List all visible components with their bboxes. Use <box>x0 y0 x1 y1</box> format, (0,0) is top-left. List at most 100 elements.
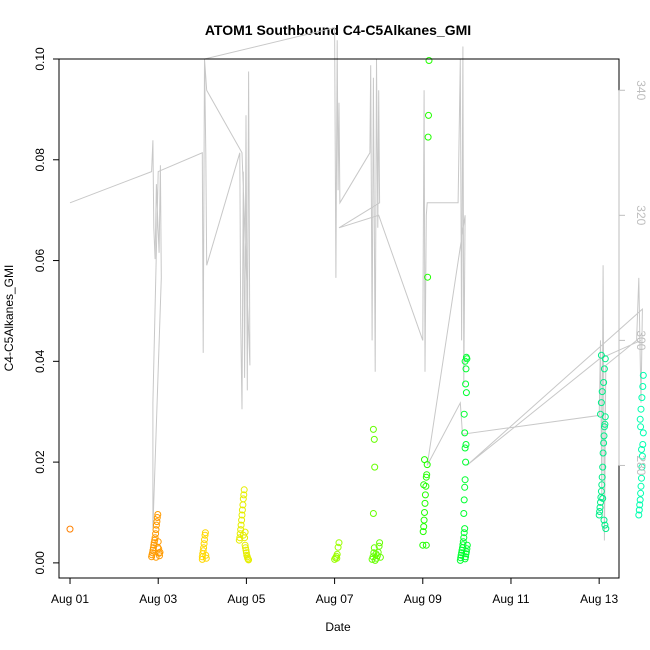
data-point <box>376 553 384 561</box>
data-point <box>597 487 605 495</box>
data-point <box>637 423 645 431</box>
data-point <box>636 501 644 509</box>
data-point <box>154 511 162 518</box>
data-point <box>596 504 604 511</box>
data-point <box>421 509 428 516</box>
data-point <box>152 530 160 538</box>
data-point <box>639 383 647 390</box>
data-point <box>598 481 606 489</box>
y-tick-label: 0.10 <box>33 47 47 71</box>
data-point <box>635 511 643 519</box>
data-point <box>456 556 464 564</box>
data-point <box>149 544 157 552</box>
data-point <box>462 441 470 448</box>
data-point <box>597 351 605 359</box>
y2-tick-label: 340 <box>634 80 648 100</box>
data-point <box>457 554 465 562</box>
data-point <box>371 463 379 471</box>
data-point <box>601 355 609 363</box>
data-point <box>595 511 603 519</box>
data-point <box>420 481 428 489</box>
data-point <box>423 471 431 479</box>
y-tick-label: 0.06 <box>33 249 47 273</box>
data-point <box>150 539 158 547</box>
data-point <box>597 399 605 407</box>
data-point <box>66 525 74 533</box>
data-point <box>153 518 161 526</box>
x-tick-label: Aug 11 <box>492 592 529 606</box>
data-point <box>156 548 164 556</box>
data-point <box>239 495 247 503</box>
data-point <box>600 439 608 447</box>
data-point <box>420 516 428 524</box>
data-point <box>372 550 380 558</box>
data-point <box>638 463 646 471</box>
data-point <box>334 543 342 551</box>
data-point <box>201 531 209 539</box>
data-point <box>462 553 470 561</box>
data-point <box>459 538 467 546</box>
y2-tick-label: 280 <box>634 455 648 475</box>
data-point <box>245 556 253 564</box>
data-point <box>419 541 427 549</box>
x-axis: Aug 01 Aug 03 Aug 05 Aug 07 Aug 09 Aug 11 Aug … <box>51 577 618 606</box>
data-point <box>333 554 341 562</box>
data-point <box>201 536 208 544</box>
data-point <box>461 525 469 533</box>
data-point <box>636 496 644 504</box>
data-point <box>598 473 606 481</box>
data-point <box>599 449 607 457</box>
y-axis-label: C4-C5Alkanes_GMI <box>2 265 16 372</box>
data-point <box>638 452 646 460</box>
data-point <box>639 371 647 379</box>
data-point <box>637 405 645 413</box>
data-point <box>636 415 644 423</box>
x-tick-label: Aug 05 <box>227 592 265 606</box>
data-point <box>635 506 643 514</box>
data-point <box>421 456 428 464</box>
data-point <box>421 491 429 499</box>
data-point <box>460 529 468 537</box>
y-tick-label: 0.04 <box>33 349 47 373</box>
data-point <box>238 506 246 514</box>
data-point <box>152 526 160 534</box>
data-point <box>462 548 470 556</box>
x-tick-label: Aug 13 <box>580 592 618 606</box>
data-point <box>463 541 471 549</box>
data-point <box>601 420 609 428</box>
data-point <box>425 57 433 64</box>
data-point <box>600 423 608 431</box>
y2-tick-label: 320 <box>634 205 648 225</box>
secondary-series-line <box>69 27 643 541</box>
data-point <box>457 551 465 559</box>
data-point <box>420 523 428 531</box>
x-tick-label: Aug 07 <box>316 592 354 606</box>
data-point <box>461 429 469 437</box>
data-point <box>462 365 470 373</box>
data-point <box>639 429 647 437</box>
data-point <box>637 489 645 497</box>
data-point <box>600 432 608 440</box>
data-point <box>151 536 159 544</box>
data-point <box>424 273 432 281</box>
data-point <box>601 521 609 529</box>
x-tick-label: Aug 01 <box>51 592 89 606</box>
data-point <box>155 545 163 553</box>
y-tick-label: 0.00 <box>33 551 47 575</box>
data-point <box>369 425 377 433</box>
y-tick-label: 0.02 <box>33 450 47 474</box>
data-point <box>200 540 208 548</box>
data-point <box>461 483 469 491</box>
data-point <box>335 539 343 547</box>
data-point <box>419 528 427 536</box>
data-point <box>460 510 468 517</box>
data-point <box>638 474 645 482</box>
data-point <box>597 410 604 418</box>
data-point <box>458 549 466 557</box>
data-point <box>462 380 470 388</box>
data-point <box>637 482 645 490</box>
data-point <box>153 514 161 521</box>
y-axis-left: 0.00 0.02 0.04 0.06 0.08 0.10 <box>33 47 60 575</box>
data-point <box>241 541 249 549</box>
